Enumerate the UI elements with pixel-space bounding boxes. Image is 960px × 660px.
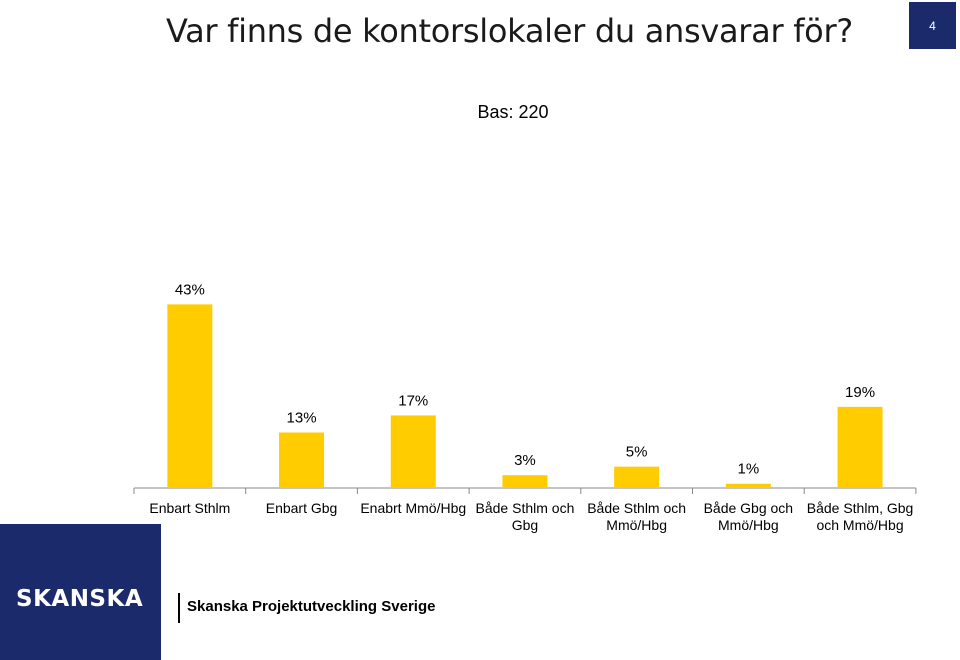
category-label: och Mmö/Hbg	[816, 517, 903, 533]
value-label: 43%	[175, 281, 205, 298]
category-label: Mmö/Hbg	[718, 517, 779, 533]
category-label: Gbg	[512, 517, 538, 533]
category-label: Enbart Sthlm	[149, 500, 230, 516]
bars-layer: 43% Enbart Sthlm 13% Enbart Gbg 17% Enabrt Mm…	[133, 281, 917, 533]
category-label: Både Sthlm, Gbg	[807, 500, 914, 516]
category-label: Mmö/Hbg	[606, 517, 667, 533]
category-label: Både Sthlm och	[476, 500, 575, 516]
bar	[279, 432, 325, 488]
category-label: Både Gbg och	[704, 500, 794, 516]
value-label: 5%	[626, 444, 648, 461]
bar-chart: 43% Enbart Sthlm 13% Enbart Gbg 17% Enabrt Mm…	[133, 281, 917, 533]
bar	[725, 483, 771, 488]
base-label: Bas: 220	[477, 102, 549, 122]
value-label: 3%	[514, 452, 536, 469]
slide-title: Var finns de kontorslokaler du ansvarar …	[166, 12, 853, 50]
value-label: 13%	[287, 409, 317, 426]
footer-divider	[178, 593, 180, 623]
category-label: Enbart Gbg	[266, 500, 338, 516]
bar	[614, 466, 660, 488]
category-label: Enabrt Mmö/Hbg	[360, 500, 466, 516]
footer-company: Skanska Projektutveckling Sverige	[187, 598, 436, 615]
skanska-logo: SKANSKA	[16, 586, 144, 612]
logo-block	[0, 524, 161, 660]
value-label: 19%	[845, 384, 875, 401]
page-number-badge: 4	[909, 2, 956, 49]
bar	[167, 304, 213, 488]
bar	[837, 406, 883, 488]
value-label: 17%	[398, 392, 428, 409]
value-label: 1%	[738, 461, 760, 478]
bar	[390, 415, 436, 488]
category-label: Både Sthlm och	[587, 500, 686, 516]
bar	[502, 475, 548, 488]
